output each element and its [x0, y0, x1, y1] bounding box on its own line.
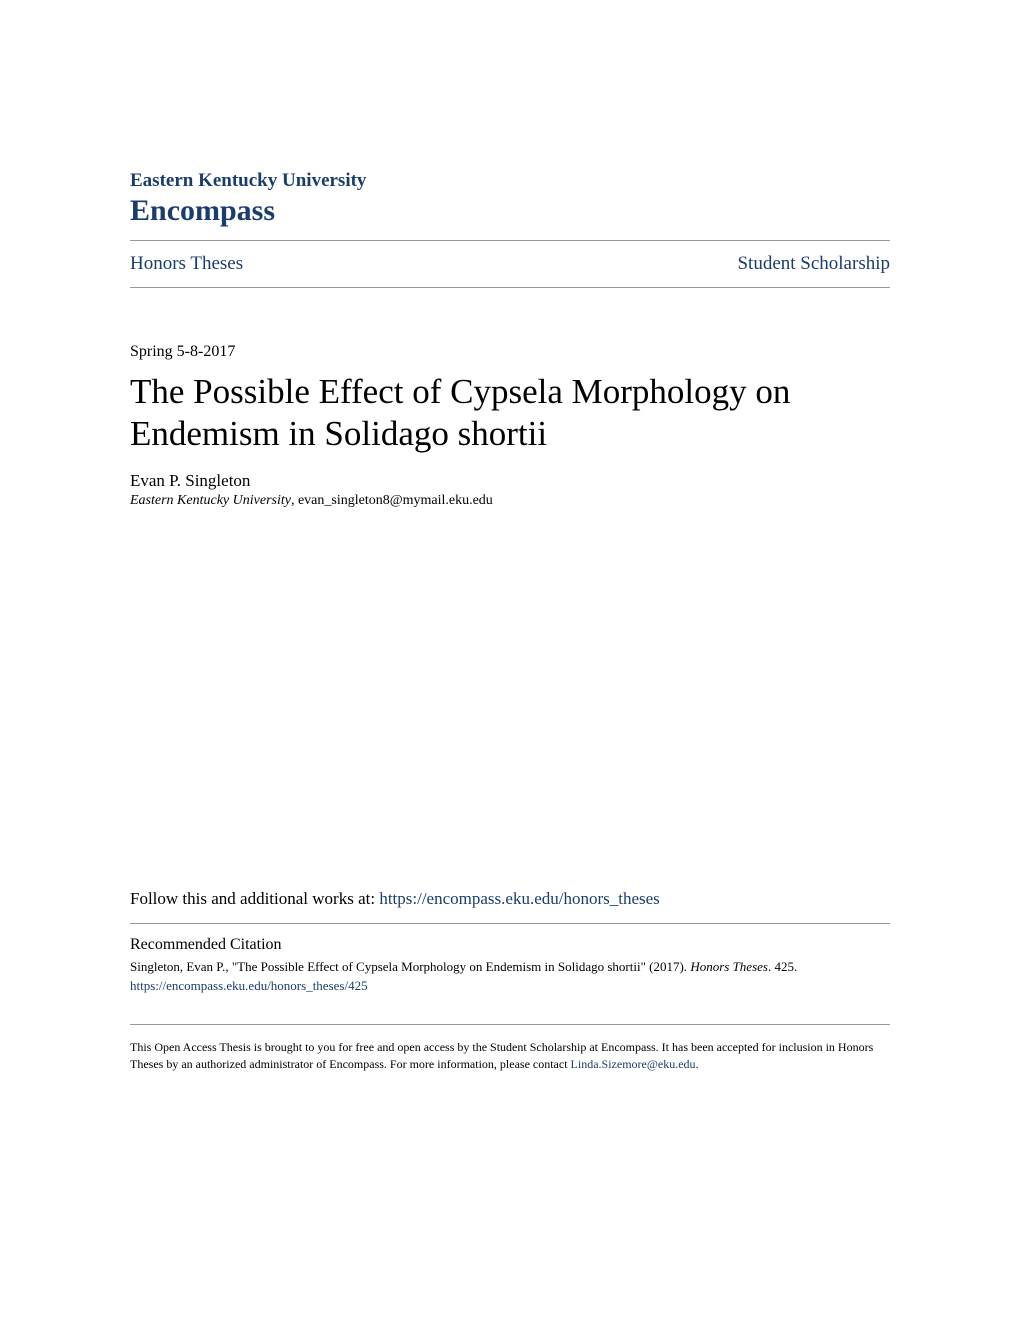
follow-section: Follow this and additional works at: htt… [130, 889, 890, 909]
divider-follow [130, 923, 890, 924]
citation-series: Honors Theses [690, 959, 768, 974]
thesis-title: The Possible Effect of Cypsela Morpholog… [130, 371, 890, 455]
citation-part2: . 425. [768, 959, 797, 974]
author-email: , evan_singleton8@mymail.eku.edu [291, 493, 493, 508]
follow-prefix: Follow this and additional works at: [130, 889, 379, 908]
footer-contact-link[interactable]: Linda.Sizemore@eku.edu [571, 1057, 696, 1071]
divider-nav [130, 287, 890, 288]
repository-name[interactable]: Encompass [130, 194, 890, 228]
nav-row: Honors Theses Student Scholarship [130, 241, 890, 287]
author-university: Eastern Kentucky University [130, 493, 291, 508]
footer-part1: This Open Access Thesis is brought to yo… [130, 1040, 873, 1071]
nav-link-honors-theses[interactable]: Honors Theses [130, 253, 243, 275]
nav-link-student-scholarship[interactable]: Student Scholarship [737, 253, 890, 275]
author-affiliation: Eastern Kentucky University, evan_single… [130, 493, 890, 509]
citation-part1: Singleton, Evan P., "The Possible Effect… [130, 959, 690, 974]
follow-link[interactable]: https://encompass.eku.edu/honors_theses [379, 889, 659, 908]
citation-link[interactable]: https://encompass.eku.edu/honors_theses/… [130, 978, 890, 994]
footer-text: This Open Access Thesis is brought to yo… [130, 1039, 890, 1073]
publication-date: Spring 5-8-2017 [130, 343, 890, 361]
citation-heading: Recommended Citation [130, 936, 890, 954]
citation-text: Singleton, Evan P., "The Possible Effect… [130, 958, 890, 976]
author-name: Evan P. Singleton [130, 471, 890, 491]
divider-citation [130, 1024, 890, 1025]
university-name: Eastern Kentucky University [130, 170, 890, 192]
footer-part2: . [696, 1057, 699, 1071]
